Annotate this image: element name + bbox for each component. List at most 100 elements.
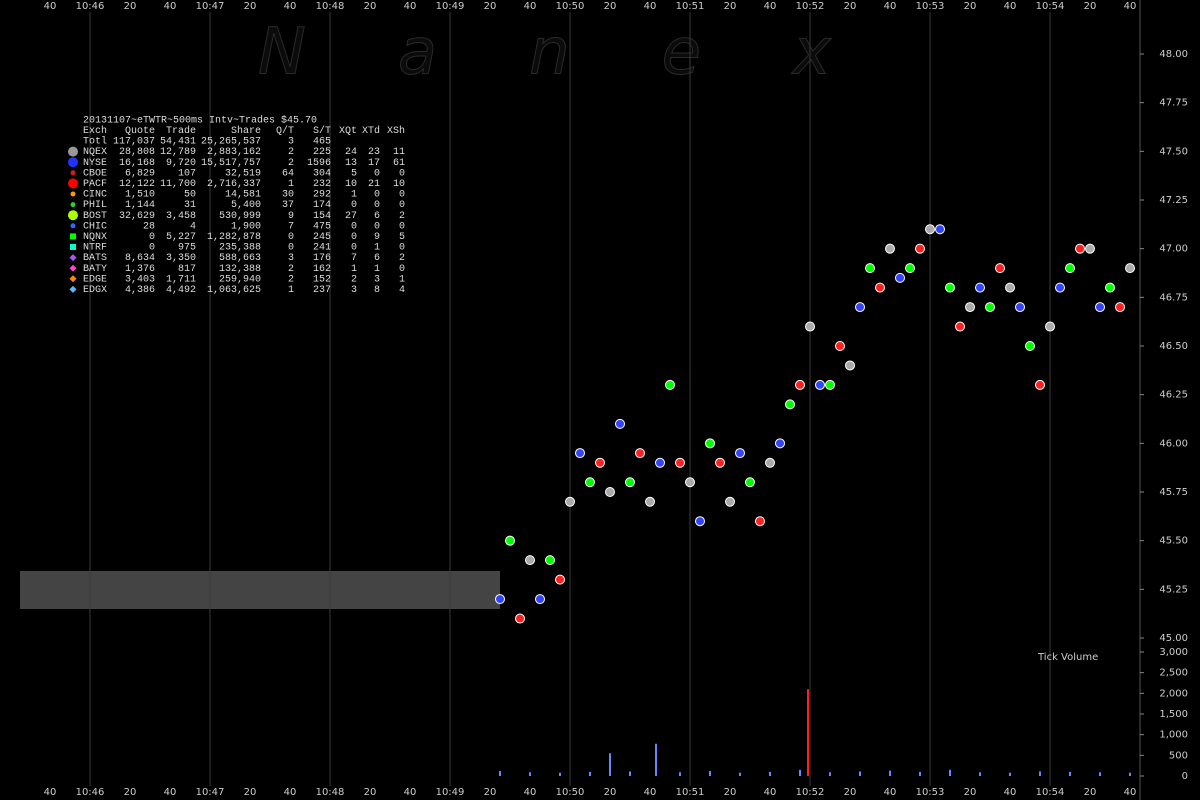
x-tick-label: 40 [884, 1, 897, 12]
y-tick-label: 47.25 [1159, 195, 1188, 206]
stats-cell: 237 [313, 285, 331, 296]
stats-cell: 61 [393, 158, 405, 169]
stats-cell: 0 [351, 232, 357, 243]
trade-point [605, 487, 615, 497]
stats-cell: 2 [288, 274, 294, 285]
trade-point [575, 448, 585, 459]
stats-cell: 107 [178, 168, 196, 179]
stats-header: Q/T [276, 125, 294, 137]
stats-header: Share [231, 125, 261, 137]
stats-cell: 2,883,162 [207, 147, 261, 158]
stats-cell: NQNX [83, 232, 107, 243]
trade-point [665, 379, 675, 390]
x-tick-label: 20 [244, 1, 257, 12]
stats-cell: 235,388 [219, 243, 261, 254]
stats-cell: 23 [368, 147, 380, 158]
stats-cell: 12,122 [119, 179, 155, 190]
x-tick-label: 20 [604, 1, 617, 12]
y-tick-label: 46.00 [1159, 438, 1188, 449]
stats-cell: 11,700 [160, 179, 196, 190]
trade-point [785, 399, 795, 410]
legend-marker [69, 264, 77, 272]
stats-header: Quote [125, 126, 155, 137]
stats-cell: CHIC [83, 221, 107, 232]
stats-cell: 2 [288, 264, 294, 275]
stats-cell: 15,517,757 [201, 158, 261, 169]
trade-point [845, 360, 855, 371]
trade-point [685, 477, 695, 488]
legend-marker [69, 285, 77, 293]
stats-cell: 12,789 [160, 147, 196, 158]
stats-header: S/T [313, 125, 331, 137]
trade-point [1125, 263, 1135, 274]
stats-cell: 16,168 [119, 158, 155, 169]
stats-cell: 0 [374, 190, 380, 201]
stats-cell: 1 [351, 190, 357, 201]
y-tick-label: 45.50 [1159, 536, 1188, 547]
volume-bar [919, 771, 921, 776]
trade-point [1015, 302, 1025, 313]
volume-bar [679, 772, 681, 776]
stats-cell: 152 [313, 274, 331, 285]
stats-cell: 4 [399, 285, 405, 296]
stats-cell: 0 [399, 168, 405, 179]
trade-point [655, 457, 665, 468]
stats-cell: 162 [313, 264, 331, 275]
x-tick-label: 10:54 [1036, 1, 1065, 12]
stats-header: Trade [166, 125, 196, 137]
stats-cell: 259,940 [219, 274, 261, 285]
y-tick-label: 45.00 [1159, 633, 1188, 644]
stats-cell: 0 [351, 243, 357, 254]
x-tick-label: 40 [524, 1, 537, 12]
x-tick-label: 20 [244, 787, 257, 798]
y-tick-label: 2,000 [1159, 688, 1188, 699]
trade-point [615, 418, 625, 429]
stats-cell: 174 [313, 200, 331, 211]
trade-point [635, 448, 645, 459]
trade-point [1085, 243, 1095, 254]
legend-marker [70, 170, 76, 176]
stats-cell: PHIL [83, 200, 107, 211]
stats-cell: PACF [83, 179, 107, 190]
x-tick-label: 20 [124, 787, 137, 798]
trade-point [515, 613, 525, 624]
trade-point [915, 243, 925, 254]
stats-cell: 1,510 [125, 190, 155, 201]
trade-point [815, 379, 825, 390]
volume-bar [709, 771, 711, 776]
trade-point [645, 496, 655, 507]
stats-cell: 6 [374, 211, 380, 222]
x-tick-label: 40 [644, 787, 657, 798]
trade-point [875, 282, 885, 293]
volume-bar [655, 743, 657, 776]
y-tick-label: 46.25 [1159, 390, 1188, 401]
stats-cell: 5 [351, 168, 357, 179]
x-tick-label: 10:53 [916, 787, 945, 798]
stats-cell: BATS [83, 253, 107, 264]
volume-bar [769, 771, 771, 776]
trade-point [585, 477, 595, 488]
stats-cell: CINC [83, 190, 107, 201]
x-tick-label: 10:47 [196, 787, 225, 798]
legend-marker [70, 191, 76, 197]
x-tick-label: 20 [364, 1, 377, 12]
volume-bar [499, 771, 501, 776]
stats-cell: 5,400 [231, 200, 261, 211]
stats-cell: 3,350 [166, 253, 196, 264]
stats-cell: 13 [345, 158, 357, 169]
stats-cell: 25,265,537 [201, 137, 261, 148]
stats-cell: 1 [288, 179, 294, 190]
legend-marker [70, 244, 76, 250]
y-tick-label: 48.00 [1159, 49, 1188, 60]
trade-point [985, 302, 995, 313]
stats-cell: 37 [282, 200, 294, 211]
stats-cell: 24 [345, 147, 357, 158]
stats-cell: 176 [313, 253, 331, 264]
stats-cell: 1 [351, 264, 357, 275]
trade-point [705, 438, 715, 449]
y-tick-label: 47.75 [1159, 98, 1188, 109]
stats-cell: 54,431 [160, 137, 196, 148]
stats-cell: 1 [374, 264, 380, 275]
stats-cell: 6 [374, 253, 380, 264]
x-tick-label: 20 [364, 787, 377, 798]
